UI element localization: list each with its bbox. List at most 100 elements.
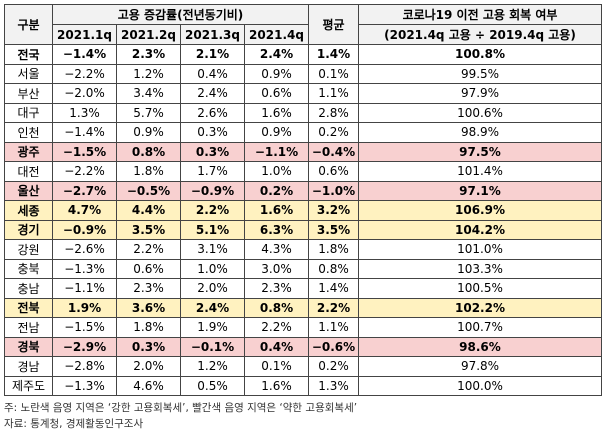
header-cell: 2021.2q	[116, 24, 181, 45]
header-cell: 2021.3q	[180, 24, 245, 45]
table-cell: 101.4%	[358, 161, 602, 182]
table-cell: 0.8%	[244, 297, 309, 318]
table-cell: −2.2%	[52, 161, 117, 182]
table-cell: 0.2%	[308, 356, 359, 377]
table-cell: 대전	[4, 161, 53, 182]
table-cell: 3.5%	[308, 219, 359, 240]
table-cell: 부산	[4, 83, 53, 104]
table-cell: −2.2%	[52, 63, 117, 84]
table-row: 강원 −2.6% 2.2% 3.1% 4.3% 1.8% 101.0%	[4, 239, 602, 260]
table-row: 전남 −1.5% 1.8% 1.9% 2.2% 1.1% 100.7%	[4, 317, 602, 338]
table-row: 경북 −2.9% 0.3% −0.1% 0.4% −0.6% 98.6%	[4, 336, 602, 357]
table-cell: 4.3%	[244, 239, 309, 260]
table-cell: 0.9%	[244, 122, 309, 143]
header-cell: (2021.4q 고용 ÷ 2019.4q 고용)	[358, 24, 602, 45]
table-row: 서울 −2.2% 1.2% 0.4% 0.9% 0.1% 99.5%	[4, 63, 602, 84]
table-cell: 4.4%	[116, 200, 181, 221]
header-cell: 평균	[308, 4, 359, 45]
table-cell: 104.2%	[358, 219, 602, 240]
table-cell: 6.3%	[244, 219, 309, 240]
table-cell: 경북	[4, 336, 53, 357]
table-cell: 97.8%	[358, 356, 602, 377]
table-cell: 106.9%	[358, 200, 602, 221]
table-cell: 2.0%	[116, 356, 181, 377]
table-cell: −1.1%	[244, 141, 309, 162]
table-row: 충남 −1.1% 2.3% 2.0% 2.3% 1.4% 100.5%	[4, 278, 602, 299]
table-cell: −1.1%	[52, 278, 117, 299]
table-cell: −1.5%	[52, 141, 117, 162]
table-cell: −1.4%	[52, 122, 117, 143]
table-cell: 1.8%	[308, 239, 359, 260]
table-cell: −2.6%	[52, 239, 117, 260]
table-cell: 대구	[4, 102, 53, 123]
table-cell: 0.1%	[244, 356, 309, 377]
table-cell: 충북	[4, 258, 53, 279]
table-row: 울산 −2.7% −0.5% −0.9% 0.2% −1.0% 97.1%	[4, 180, 602, 201]
table-cell: 97.1%	[358, 180, 602, 201]
table-cell: 1.0%	[244, 161, 309, 182]
table-cell: −2.0%	[52, 83, 117, 104]
header-row: 2021.1q 2021.2q 2021.3q 2021.4q (2021.4q 고용 …	[5, 24, 602, 45]
table-cell: 울산	[4, 180, 53, 201]
table-cell: 5.7%	[116, 102, 181, 123]
table-cell: 0.2%	[308, 122, 359, 143]
table-cell: 0.4%	[180, 63, 245, 84]
table-cell: 2.3%	[244, 278, 309, 299]
table-cell: 0.1%	[308, 63, 359, 84]
table-cell: 2.2%	[180, 200, 245, 221]
table-cell: 100.5%	[358, 278, 602, 299]
table-row: 대전 −2.2% 1.8% 1.7% 1.0% 0.6% 101.4%	[4, 161, 602, 182]
table-cell: 세종	[4, 200, 53, 221]
table-row: 제주도 −1.3% 4.6% 0.5% 1.6% 1.3% 100.0%	[4, 375, 602, 396]
table-cell: 97.9%	[358, 83, 602, 104]
table-cell: 1.2%	[116, 63, 181, 84]
table-cell: 0.4%	[244, 336, 309, 357]
table-cell: 3.0%	[244, 258, 309, 279]
table-cell: 1.8%	[116, 161, 181, 182]
table-cell: 1.3%	[52, 102, 117, 123]
table-row: 인천 −1.4% 0.9% 0.3% 0.9% 0.2% 98.9%	[4, 122, 602, 143]
table-cell: 0.8%	[308, 258, 359, 279]
table-cell: 1.9%	[180, 317, 245, 338]
table-cell: 1.3%	[308, 375, 359, 396]
table-cell: 1.1%	[308, 83, 359, 104]
table-cell: 0.3%	[116, 336, 181, 357]
header-cell: 구분	[4, 4, 53, 45]
table-cell: 103.3%	[358, 258, 602, 279]
table-cell: 2.3%	[116, 278, 181, 299]
table-cell: 인천	[4, 122, 53, 143]
table-cell: 2.1%	[180, 44, 245, 65]
table-cell: 100.6%	[358, 102, 602, 123]
table-cell: 2.2%	[308, 297, 359, 318]
header-cell: 2021.1q	[52, 24, 117, 45]
table-cell: 101.0%	[358, 239, 602, 260]
table-body: 전국 −1.4% 2.3% 2.1% 2.4% 1.4% 100.8% 서울 −2.2% 1.2%…	[4, 44, 602, 396]
table-cell: −1.5%	[52, 317, 117, 338]
table-cell: 0.9%	[116, 122, 181, 143]
table-row: 경남 −2.8% 2.0% 1.2% 0.1% 0.2% 97.8%	[4, 356, 602, 377]
table-row: 세종 4.7% 4.4% 2.2% 1.6% 3.2% 106.9%	[4, 200, 602, 221]
table-cell: 100.0%	[358, 375, 602, 396]
table-cell: 0.5%	[180, 375, 245, 396]
table-cell: 강원	[4, 239, 53, 260]
note: 주: 노란색 음영 지역은 ‘강한 고용회복세’, 빨간색 음영 지역은 ‘약한…	[4, 402, 358, 414]
table-cell: 3.2%	[308, 200, 359, 221]
table-cell: −0.4%	[308, 141, 359, 162]
table-cell: 1.1%	[308, 317, 359, 338]
table-cell: 0.9%	[244, 63, 309, 84]
table: 구분 고용 증감률(전년동기비) 평균 코로나19 이전 고용 회복 여부 20…	[4, 4, 602, 396]
table-cell: −2.9%	[52, 336, 117, 357]
table-cell: 0.6%	[308, 161, 359, 182]
table-cell: 1.0%	[180, 258, 245, 279]
table-cell: −0.5%	[116, 180, 181, 201]
table-cell: 경남	[4, 356, 53, 377]
table-header: 구분 고용 증감률(전년동기비) 평균 코로나19 이전 고용 회복 여부 20…	[4, 4, 602, 45]
table-cell: 2.8%	[308, 102, 359, 123]
table-cell: 1.6%	[244, 200, 309, 221]
table-cell: 전남	[4, 317, 53, 338]
header-cell: 2021.4q	[244, 24, 309, 45]
table-cell: 2.2%	[116, 239, 181, 260]
table-cell: 0.6%	[116, 258, 181, 279]
table-cell: −2.7%	[52, 180, 117, 201]
